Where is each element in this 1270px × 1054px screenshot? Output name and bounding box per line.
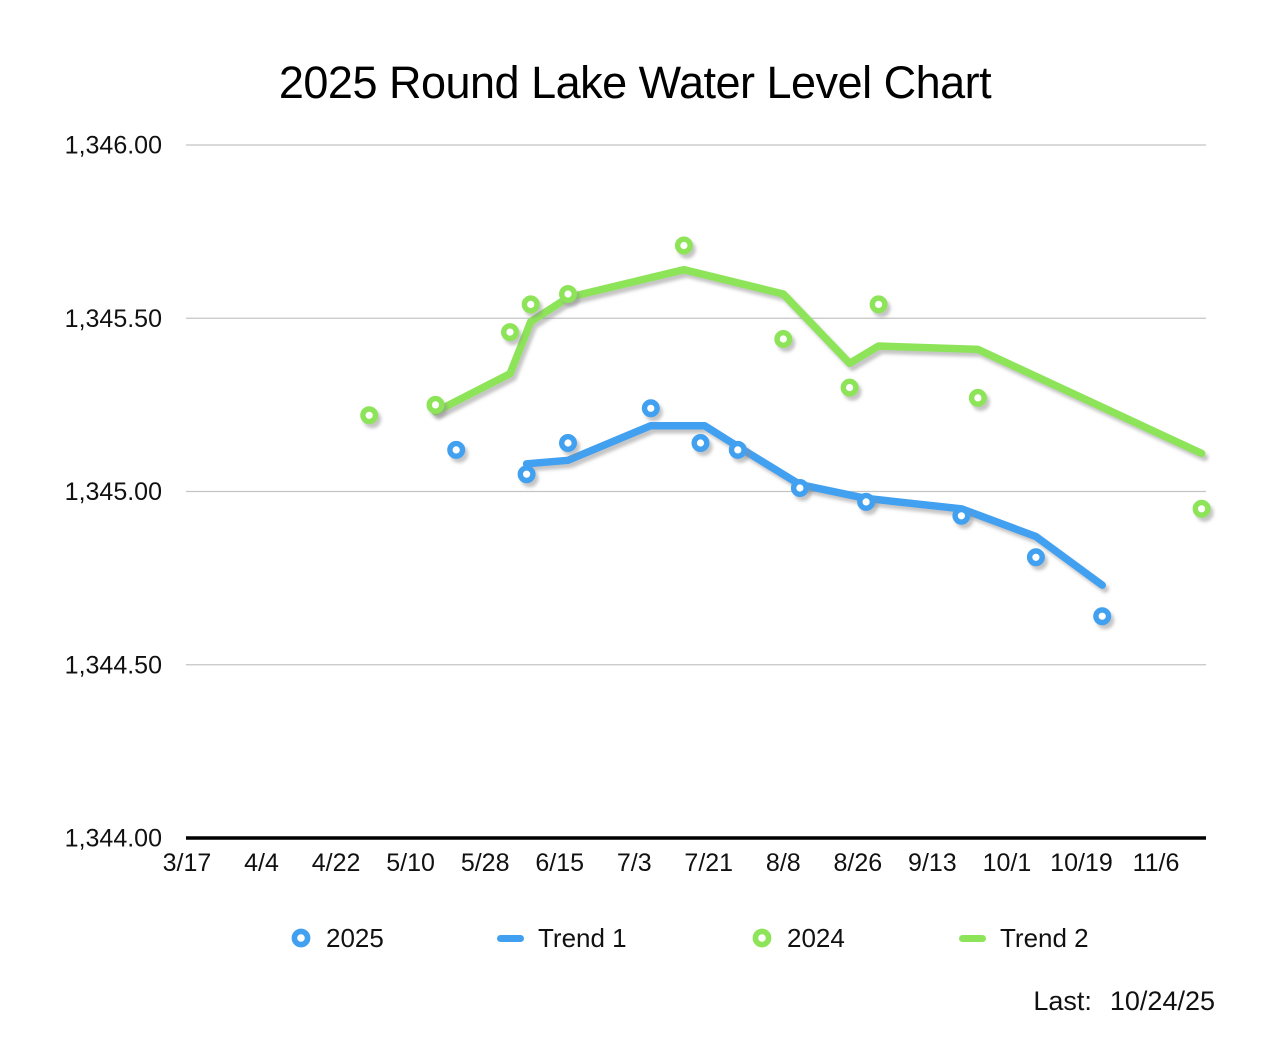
x-tick-label: 10/1 [983, 849, 1032, 877]
x-tick-label: 11/6 [1133, 849, 1180, 877]
chart-title: 2025 Round Lake Water Level Chart [278, 57, 992, 108]
y-tick-label: 1,346.00 [65, 132, 162, 160]
data-point [774, 330, 793, 349]
chart-legend: 2025 Trend 1 2024 Trend 2 [0, 916, 1270, 960]
scatter-ring-icon [752, 928, 772, 948]
y-tick-label: 1,345.00 [65, 478, 162, 506]
data-point [1192, 499, 1211, 518]
data-point [1026, 548, 1045, 567]
last-reading: Last: 10/24/25 [1033, 986, 1215, 1017]
x-tick-label: 9/13 [908, 849, 957, 877]
series-2025 [447, 399, 1112, 626]
y-tick-label: 1,344.00 [65, 825, 162, 853]
legend-label: Trend 2 [1000, 922, 1089, 953]
x-tick-label: 7/21 [684, 849, 733, 877]
x-tick-label: 5/28 [461, 849, 510, 877]
data-point [360, 406, 379, 425]
data-point [728, 440, 747, 459]
legend-item-2024: 2024 [751, 916, 845, 960]
data-point [517, 465, 536, 484]
x-tick-label: 4/22 [312, 849, 361, 877]
data-point [674, 236, 693, 255]
x-tick-label: 3/17 [163, 849, 212, 877]
legend-label: 2025 [326, 922, 384, 953]
legend-item-trend-1: Trend 1 [497, 916, 627, 960]
scatter-ring-icon [291, 928, 311, 948]
trend-line-trend-1 [522, 421, 1106, 589]
data-point [968, 388, 987, 407]
trend-line-trend-2 [431, 265, 1206, 458]
data-point [790, 479, 809, 498]
data-point [521, 295, 540, 314]
last-reading-value: 10/24/25 [1109, 986, 1215, 1016]
legend-label: Trend 1 [538, 922, 627, 953]
x-tick-label: 8/26 [834, 849, 883, 877]
data-point [857, 492, 876, 511]
legend-label: 2024 [787, 922, 845, 953]
x-tick-label: 7/3 [617, 849, 652, 877]
y-tick-label: 1,344.50 [65, 651, 162, 679]
chart-canvas: 1,346.00 1,345.50 1,345.00 1,344.50 1,344.00… [65, 132, 1211, 877]
trend-dash-icon [959, 934, 986, 942]
legend-item-2025: 2025 [290, 916, 384, 960]
x-tick-label: 8/8 [766, 849, 801, 877]
x-tick-label: 6/15 [535, 849, 584, 877]
trend-dash-icon [497, 934, 524, 942]
data-point [641, 399, 660, 418]
data-point [559, 285, 578, 304]
data-point [840, 378, 859, 397]
last-reading-label: Last: [1033, 986, 1092, 1016]
data-point [952, 506, 971, 525]
data-point [501, 323, 520, 342]
data-point [1093, 607, 1112, 626]
x-tick-label: 5/10 [386, 849, 435, 877]
data-point [559, 434, 578, 453]
data-point [691, 434, 710, 453]
x-tick-label: 10/19 [1050, 849, 1113, 877]
y-tick-label: 1,345.50 [65, 305, 162, 333]
x-tick-label: 4/4 [244, 849, 279, 877]
data-point [447, 440, 466, 459]
data-point [869, 295, 888, 314]
series-2024 [360, 236, 1211, 518]
legend-item-trend-2: Trend 2 [959, 916, 1089, 960]
data-point [426, 395, 445, 414]
